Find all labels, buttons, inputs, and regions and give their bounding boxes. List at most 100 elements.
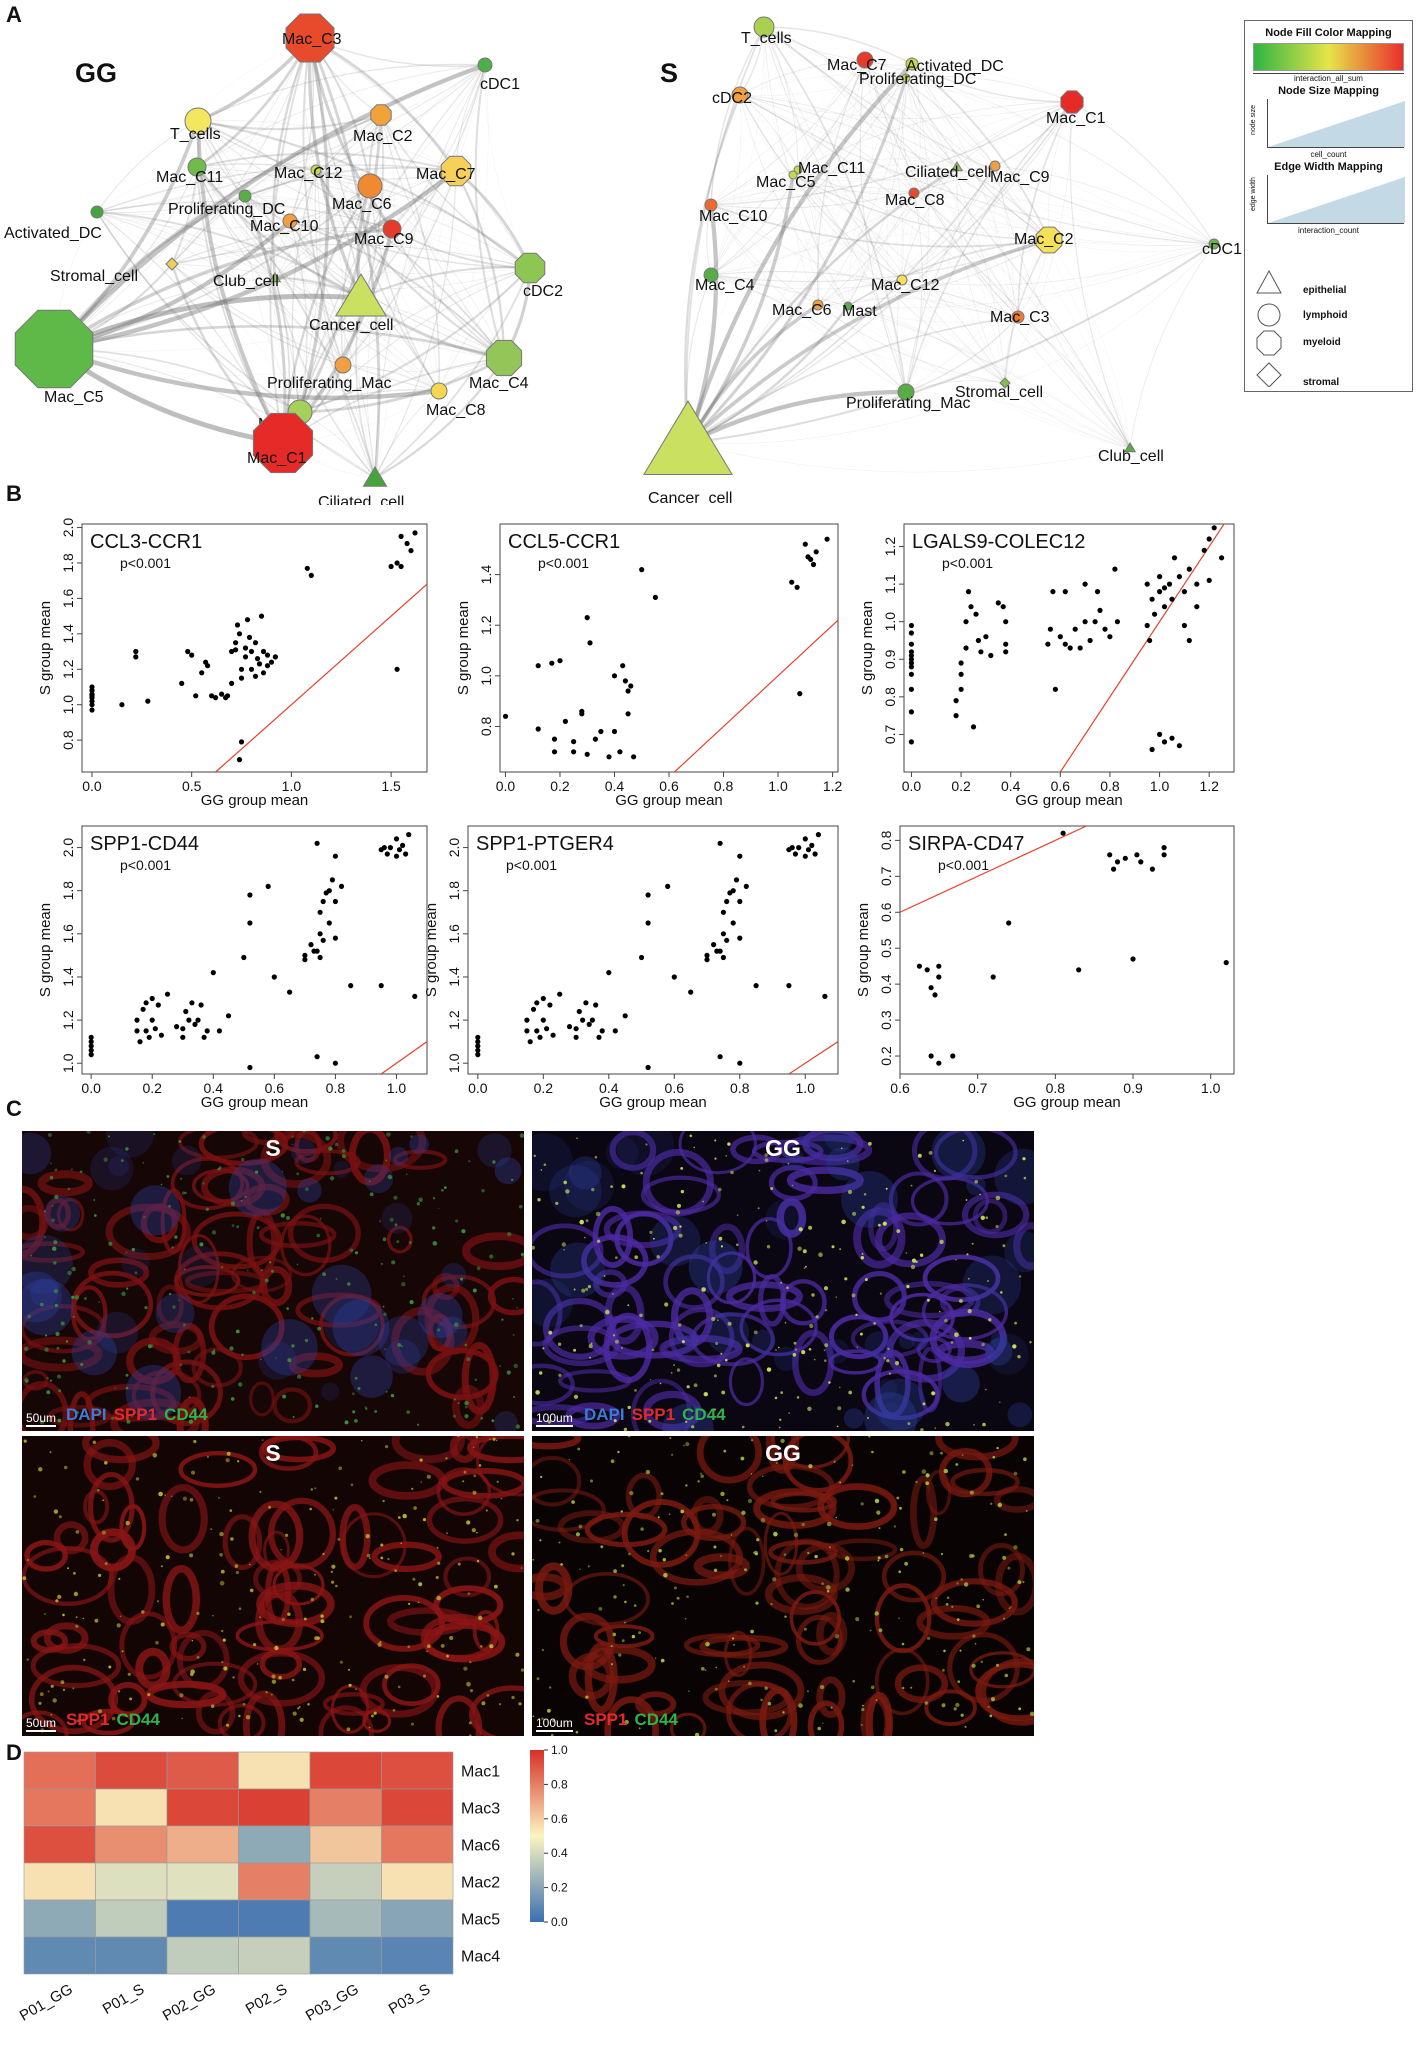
cd44-signal	[966, 1253, 969, 1256]
cd44-signal	[552, 1719, 555, 1723]
nuclei-cluster	[291, 1139, 317, 1165]
cd44-signal	[118, 1690, 121, 1693]
data-point	[743, 883, 749, 889]
cd44-signal	[669, 1437, 672, 1439]
cd44-signal	[331, 1580, 335, 1584]
cd44-signal	[750, 1439, 754, 1442]
data-point	[983, 634, 989, 640]
cd44-signal	[791, 1184, 794, 1187]
data-point	[645, 892, 651, 898]
y-axis-label: S group mean	[855, 903, 872, 997]
network-edge	[901, 243, 1215, 286]
cd44-signal	[980, 1660, 984, 1664]
network-edge	[847, 239, 1050, 307]
cd44-signal	[922, 1402, 926, 1406]
cd44-signal	[83, 1296, 87, 1301]
size-legend-axis: node size	[1250, 105, 1257, 135]
tissue-structure	[543, 1297, 617, 1360]
cd44-signal	[689, 1134, 693, 1138]
network-edge	[96, 211, 376, 479]
cd44-signal	[811, 1293, 815, 1297]
network-edge	[53, 267, 531, 352]
s-node-t-cells-label: T_cells	[741, 30, 792, 47]
data-point	[671, 974, 677, 980]
data-point	[236, 757, 243, 763]
data-point	[936, 974, 942, 980]
cd44-signal	[368, 1180, 371, 1183]
data-point	[317, 909, 323, 915]
cd44-signal	[628, 1436, 631, 1438]
network-edge	[274, 277, 440, 392]
network-edge	[369, 185, 440, 392]
nuclei-cluster	[297, 1178, 322, 1203]
cd44-signal	[792, 1353, 797, 1357]
cd44-signal	[374, 1323, 377, 1326]
data-point	[308, 942, 314, 948]
data-point	[1138, 859, 1144, 865]
cd44-signal	[597, 1239, 601, 1243]
data-point	[724, 937, 730, 943]
data-point	[238, 666, 245, 672]
network-edge	[739, 59, 866, 96]
nuclei-cluster	[864, 1331, 893, 1360]
cd44-signal	[1014, 1321, 1018, 1325]
cd44-signal	[401, 1282, 406, 1287]
y-tick-label: 0.8	[878, 830, 894, 850]
nuclei-cluster	[494, 1157, 522, 1185]
cd44-signal	[847, 1189, 853, 1195]
cd44-signal	[334, 1142, 339, 1147]
cd44-signal	[744, 1568, 747, 1572]
cd44-signal	[780, 1281, 782, 1284]
network-edge	[896, 279, 907, 393]
cd44-signal	[862, 1704, 864, 1707]
tissue-structure	[158, 1483, 208, 1554]
data-point	[1161, 604, 1168, 610]
tissue-structure	[261, 1436, 337, 1463]
data-point	[317, 931, 323, 937]
data-point	[1186, 566, 1192, 572]
gg-node-mac-c2-label: Mac_C2	[353, 128, 413, 145]
tissue-structure	[1013, 1222, 1034, 1270]
cd44-signal	[955, 1702, 960, 1708]
network-edge	[53, 227, 393, 351]
nuclei-cluster	[874, 1378, 926, 1431]
cd44-signal	[338, 1466, 343, 1471]
cd44-signal	[1029, 1341, 1032, 1344]
s-node-mac-c7	[856, 51, 874, 69]
data-point	[809, 842, 815, 848]
network-edge	[196, 166, 505, 359]
cd44-signal	[291, 1344, 295, 1348]
data-point	[174, 1024, 180, 1030]
network-edge	[96, 211, 173, 265]
panel-c-label: C	[6, 1096, 22, 1121]
colorbar-tick-label: 0.2	[551, 1881, 568, 1895]
edge-legend-axis: edge width	[1250, 177, 1257, 211]
network-edge	[309, 37, 440, 392]
network-edge	[96, 164, 457, 213]
network-edge	[797, 59, 866, 171]
cd44-signal	[761, 1475, 764, 1477]
cd44-signal	[621, 1564, 625, 1568]
cd44-signal	[256, 1663, 259, 1665]
s-node-mac-c8-label: Mac_C8	[885, 192, 945, 209]
tissue-structure	[391, 1306, 455, 1376]
network-edge	[905, 77, 1131, 449]
cd44-signal	[71, 1295, 75, 1299]
cd44-signal	[845, 1556, 850, 1561]
cd44-signal	[252, 1290, 256, 1295]
network-edge	[710, 227, 1215, 276]
data-point	[406, 832, 412, 838]
cd44-signal	[23, 1346, 29, 1351]
cd44-signal	[535, 1519, 540, 1523]
cd44-signal	[406, 1410, 411, 1414]
gg-node-proliferating-mac-label: Proliferating_Mac	[267, 375, 392, 392]
scatter-spp1-ptger4: 0.0 0.2 0.4 0.6 0.8 1.01.01.21.41.61.82.0GG g…	[423, 825, 839, 1111]
x-tick-label: 0.0	[496, 778, 516, 794]
cd44-signal	[779, 1418, 782, 1421]
data-point	[583, 1000, 589, 1006]
cd44-signal	[380, 1556, 384, 1560]
network-edge	[244, 195, 362, 299]
x-tick-label: 1.0	[768, 778, 788, 794]
cd44-signal	[770, 1602, 773, 1606]
cd44-signal	[476, 1559, 480, 1563]
